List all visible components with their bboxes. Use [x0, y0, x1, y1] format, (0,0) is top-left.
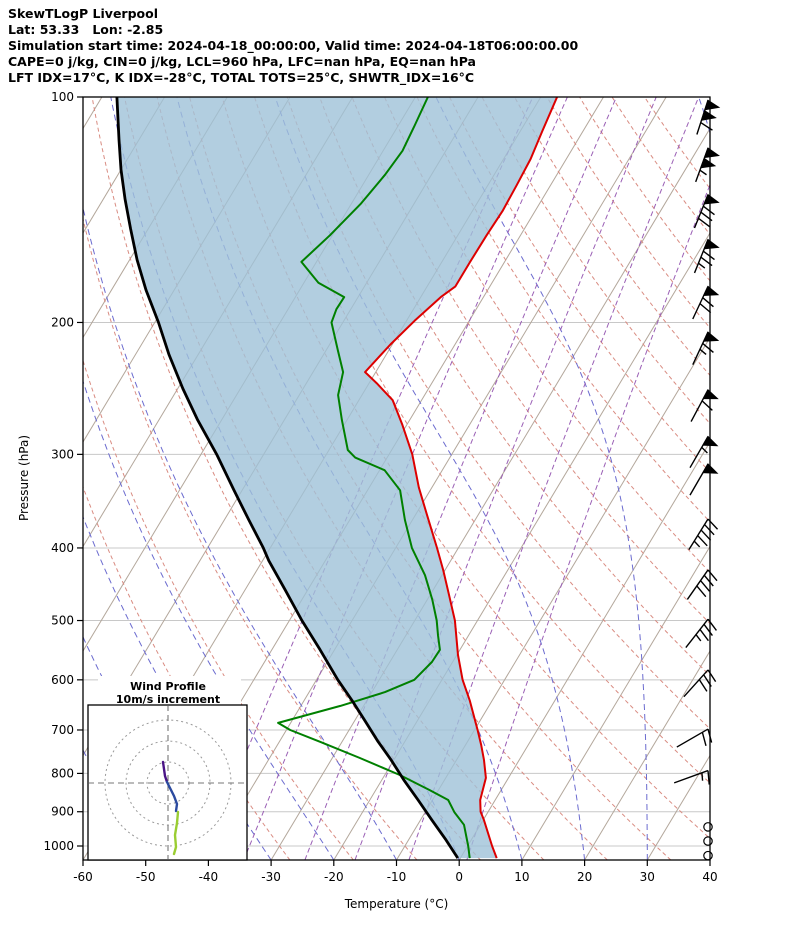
calm-wind-circle: [703, 822, 713, 832]
wind-profile-subtitle: 10m/s increment: [116, 693, 220, 706]
wind-barb-column: [673, 99, 721, 861]
wind-barb: [692, 285, 720, 320]
wind-barb: [689, 435, 719, 469]
wind-barb: [696, 99, 721, 135]
temperature-axis-title: Temperature (°C): [344, 897, 449, 911]
pressure-tick-label: 400: [51, 541, 74, 555]
pressure-tick-label: 800: [51, 766, 74, 780]
temperature-tick-label: -40: [199, 870, 219, 884]
wind-barb: [683, 669, 717, 698]
temperature-axis: -60 -50 -40 -30 -20 -10 0 10 20 30 40: [73, 860, 718, 884]
indices-line-2: LFT IDX=17°C, K IDX=-28°C, TOTAL TOTS=25…: [8, 70, 475, 85]
wind-barb: [673, 769, 710, 785]
pressure-axis-title: Pressure (hPa): [17, 435, 31, 521]
indices-line-1: CAPE=0 j/kg, CIN=0 j/kg, LCL=960 hPa, LF…: [8, 54, 476, 69]
location-line: Lat: 53.33 Lon: -2.85: [8, 22, 164, 37]
hodograph-trace-segment: [172, 810, 180, 856]
wind-barb: [695, 147, 720, 183]
wind-barb: [693, 193, 720, 229]
pressure-tick-label: 600: [51, 673, 74, 687]
calm-wind-circle: [703, 850, 713, 861]
wind-barb: [676, 728, 713, 748]
temperature-tick-label: -30: [261, 870, 281, 884]
wind-barb: [693, 238, 720, 274]
parcel-profile-line: [115, 97, 459, 859]
temperature-tick-label: 10: [514, 870, 529, 884]
hodograph-trace-segment: [165, 780, 179, 813]
pressure-tick-label: 700: [51, 723, 74, 737]
temperature-tick-label: 30: [640, 870, 655, 884]
temperature-tick-label: -50: [136, 870, 156, 884]
pressure-tick-label: 900: [51, 805, 74, 819]
temperature-profile-line: [364, 97, 559, 859]
wind-barb: [686, 569, 718, 600]
pressure-tick-label: 200: [51, 315, 74, 329]
wind-barb: [688, 518, 719, 550]
chart-title: SkewTLogP Liverpool: [8, 6, 158, 21]
wind-barb: [685, 618, 717, 649]
time-line: Simulation start time: 2024-04-18_00:00:…: [8, 38, 579, 53]
temperature-tick-label: 40: [702, 870, 717, 884]
pressure-axis: 100 200 300 400 500 600 700 800 900 1000: [43, 90, 83, 853]
wind-profile-title: Wind Profile: [130, 680, 206, 693]
dewpoint-profile-line: [277, 97, 471, 859]
temperature-tick-label: 20: [577, 870, 592, 884]
cape-shade-area: [116, 97, 558, 859]
wind-barb: [690, 388, 719, 422]
wind-barb: [689, 463, 719, 496]
pressure-tick-label: 100: [51, 90, 74, 104]
temperature-tick-label: -10: [387, 870, 407, 884]
temperature-tick-label: -20: [324, 870, 344, 884]
pressure-tick-label: 500: [51, 614, 74, 628]
pressure-tick-label: 1000: [43, 839, 74, 853]
calm-wind-circle: [703, 836, 713, 846]
temperature-tick-label: 0: [455, 870, 463, 884]
hodograph-trace-segment: [161, 760, 169, 784]
temperature-tick-label: -60: [73, 870, 93, 884]
pressure-tick-label: 300: [51, 447, 74, 461]
wind-barb: [692, 331, 720, 366]
